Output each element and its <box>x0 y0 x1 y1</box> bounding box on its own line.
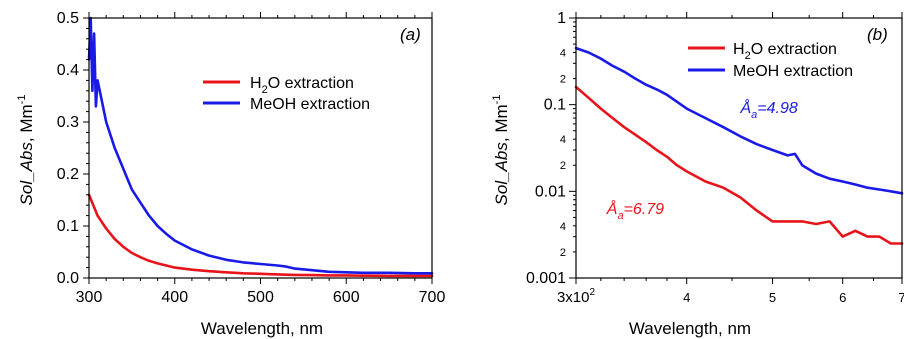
x-tick-label: 5 <box>769 290 776 305</box>
y-tick-label: 0.1 <box>57 218 79 235</box>
y-tick-label: 1 <box>557 10 566 27</box>
panel-a-axes: 300 400 500 600 700 0.0 0.1 0.2 0.3 0.4 0.5 <box>57 10 446 306</box>
x-tick-label: 7 <box>898 290 904 305</box>
y-tick-label: 0.3 <box>57 114 79 131</box>
y-minor-tick-label: 2 <box>560 74 566 86</box>
legend-label-meoh: MeOH extraction <box>733 63 853 80</box>
y-tick-label: 0.1 <box>544 97 566 114</box>
angstrom-h2o-annotation: Åa=6.79 <box>606 199 664 222</box>
x-tick-label: 300 <box>76 289 103 306</box>
series-h2o-line <box>574 85 904 245</box>
y-minor-tick-label: 4 <box>560 134 566 146</box>
x-tick-label: 700 <box>419 289 446 306</box>
angstrom-meoh-annotation: Åa=4.98 <box>739 98 797 121</box>
panel-a-plot-area <box>87 16 434 278</box>
y-tick-label: 0.01 <box>535 183 566 200</box>
y-minor-tick-label: 4 <box>560 47 566 59</box>
x-tick-label: 400 <box>161 289 188 306</box>
panel-b-label: (b) <box>867 25 888 44</box>
x-tick-label: 4 <box>683 290 690 305</box>
x-tick-label: 600 <box>333 289 360 306</box>
y-minor-tick-label: 2 <box>560 160 566 172</box>
legend-label-h2o: H2O extraction <box>733 41 837 62</box>
panel-a-label: (a) <box>400 25 421 44</box>
panel-b: 3x102 4 5 6 7 0.001 0.01 0.1 1 2 4 2 4 2 4 (b) H2O ext… <box>491 10 904 338</box>
series-meoh-line <box>574 46 904 195</box>
legend-label-meoh: MeOH extraction <box>250 96 370 113</box>
y-tick-label: 0.001 <box>526 270 566 287</box>
panel-b-ylabel: Sol_Abs, Mm-1 <box>491 95 511 206</box>
x-tick-label: 500 <box>247 289 274 306</box>
y-minor-tick-label: 4 <box>560 221 566 233</box>
y-tick-label: 0.0 <box>57 270 79 287</box>
y-tick-label: 0.2 <box>57 166 79 183</box>
panel-a: 300 400 500 600 700 0.0 0.1 0.2 0.3 0.4 0.5 (a) H2… <box>16 10 445 338</box>
legend-label-h2o: H2O extraction <box>250 75 354 96</box>
panel-b-legend: H2O extraction MeOH extraction <box>688 41 853 80</box>
panel-b-annotations: Åa=4.98 Åa=6.79 <box>606 98 798 222</box>
x-tick-label: 6 <box>839 290 846 305</box>
y-tick-label: 0.4 <box>57 62 79 79</box>
panel-a-frame <box>88 17 433 279</box>
series-h2o-line <box>87 193 434 278</box>
x-tick-label: 3x102 <box>557 287 596 306</box>
panel-b-frame <box>575 17 903 279</box>
panel-b-plot-area <box>574 46 904 245</box>
panel-a-ylabel: Sol_Abs, Mm-1 <box>16 95 36 206</box>
panel-b-axes: 3x102 4 5 6 7 0.001 0.01 0.1 1 2 4 2 4 2 4 <box>526 10 904 306</box>
y-minor-tick-label: 2 <box>560 247 566 259</box>
panel-b-xlabel: Wavelength, nm <box>629 319 751 338</box>
panel-a-xlabel: Wavelength, nm <box>201 319 323 338</box>
series-meoh-line <box>87 16 434 275</box>
y-tick-label: 0.5 <box>57 10 79 27</box>
panel-a-legend: H2O extraction MeOH extraction <box>203 75 370 113</box>
